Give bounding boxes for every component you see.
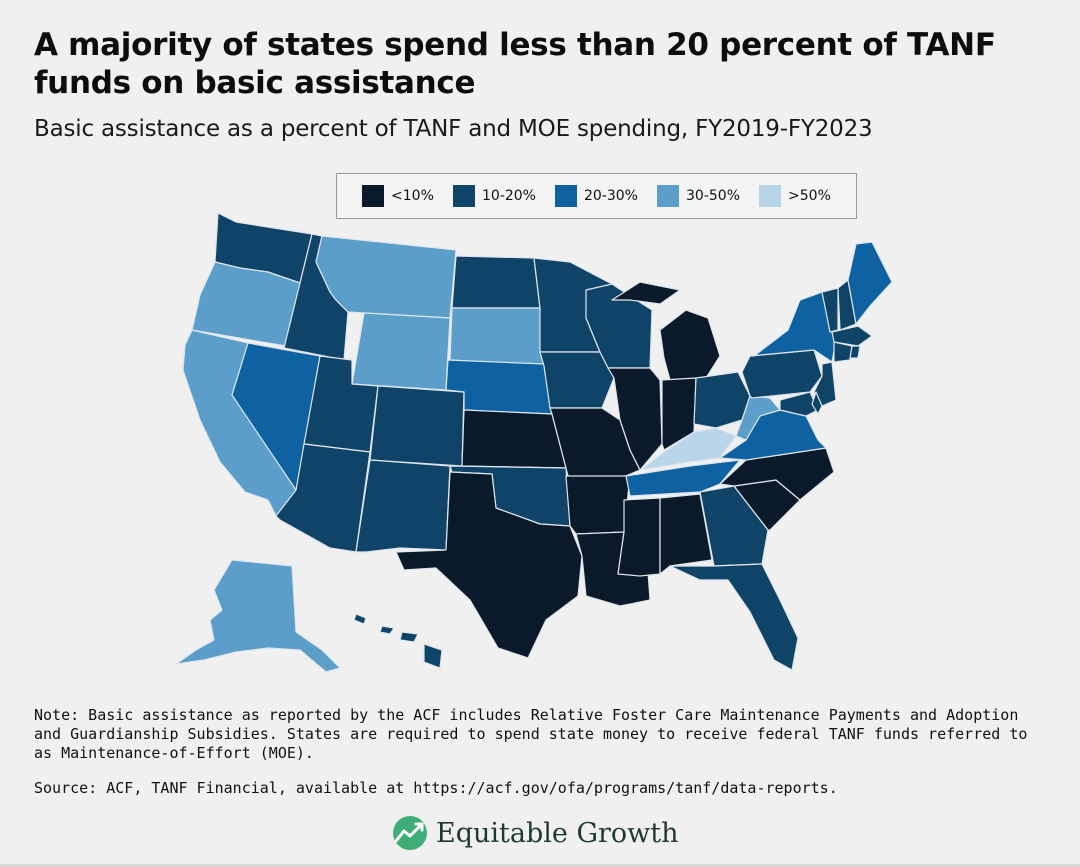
state-fl [669,563,799,671]
state-in [661,377,697,451]
legend-swatch [554,185,577,207]
state-pa [741,349,823,399]
state-nd [451,255,541,309]
state-ak [175,559,341,673]
state-ks [461,409,567,469]
legend-item-20-30: 20-30% [554,185,638,207]
note-text: Note: Basic assistance as reported by th… [34,706,1028,762]
state-ny [749,291,837,363]
state-ri [849,345,861,359]
us-map-svg [175,212,893,673]
us-map [0,200,1080,700]
brand-logo: Equitable Growth [392,810,679,856]
legend-label: 10-20% [481,188,536,204]
state-nm [355,459,451,553]
legend-label: >50% [788,188,831,204]
legend-label: 30-50% [686,188,740,204]
bottom-divider [0,864,1080,867]
legend-item-10-20: 10-20% [452,185,536,207]
source-text: Source: ACF, TANF Financial, available a… [34,779,838,797]
state-mi [611,281,721,381]
legend-swatch [759,185,782,207]
state-ct [833,341,853,363]
state-ma [831,325,873,347]
legend-item-over-50: >50% [759,185,831,207]
state-ms [617,497,661,577]
state-ga [699,485,769,567]
legend-item-under-10: <10% [362,185,434,207]
state-al [659,493,713,575]
state-md [779,391,819,417]
state-me [847,241,893,325]
legend-swatch [452,185,475,207]
chart-title: A majority of states spend less than 20 … [34,27,996,101]
legend-swatch [657,185,680,207]
state-ia [539,351,615,409]
growth-logo-icon [393,816,427,850]
state-ar [565,475,631,535]
brand-name: Equitable Growth [436,817,679,849]
state-wy [351,312,451,391]
legend: <10% 10-20% 20-30% 30-50% >50% [336,173,857,219]
state-wv [735,395,781,441]
state-ky [639,427,737,471]
legend-item-30-50: 30-50% [657,185,740,207]
state-tx [395,471,583,659]
state-mo [549,407,641,481]
state-sd [449,307,545,367]
legend-swatch [362,185,385,207]
chart-subtitle: Basic assistance as a percent of TANF an… [34,116,873,142]
state-co [369,385,465,467]
state-de [811,391,823,415]
state-hi [353,613,443,669]
legend-label: <10% [391,188,434,204]
state-az [275,443,371,553]
legend-label: 20-30% [583,188,638,204]
